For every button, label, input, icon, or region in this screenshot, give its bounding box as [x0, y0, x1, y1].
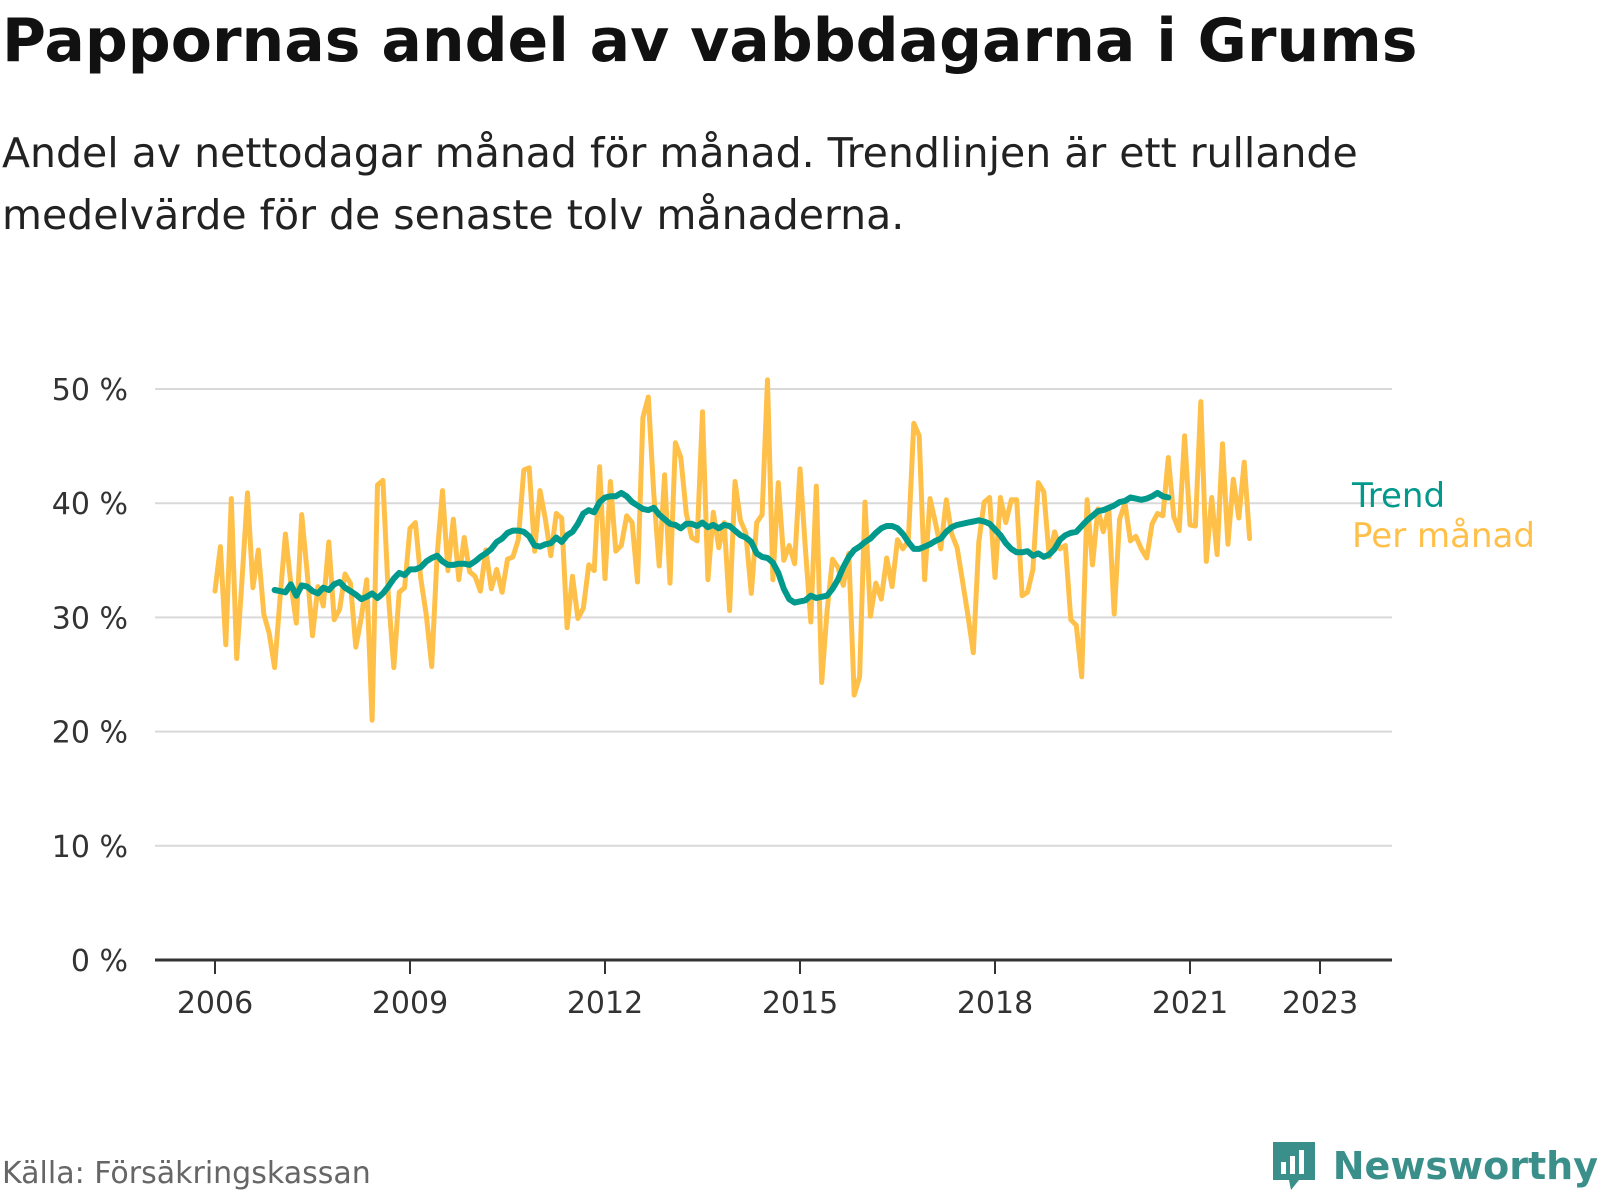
series-line-per-manad	[212, 377, 1253, 723]
legend-label-per-manad: Per månad	[1352, 516, 1535, 556]
x-tick-label: 2012	[567, 986, 643, 1021]
legend-label-trend: Trend	[1351, 476, 1445, 516]
x-tick-label: 2009	[372, 986, 448, 1021]
brand-name: Newsworthy	[1332, 1144, 1598, 1188]
series-line-trend	[271, 489, 1172, 606]
y-tick-label: 50 %	[52, 373, 128, 408]
grid-lines	[155, 388, 1392, 847]
x-tick-label: 2023	[1282, 986, 1358, 1021]
source-note: Källa: Försäkringskassan	[2, 1156, 371, 1191]
series-lines	[212, 377, 1253, 723]
y-tick-label: 0 %	[71, 944, 128, 979]
newsworthy-logo-icon	[1272, 1142, 1315, 1190]
brand-logo: Newsworthy	[1269, 1138, 1598, 1194]
y-tick-label: 20 %	[52, 716, 128, 751]
x-tick-label: 2018	[957, 986, 1033, 1021]
x-axis-ticks: 2006 2009 2012 2015 2018 2021 2023	[177, 960, 1358, 1021]
line-chart: 0 % 10 % 20 % 30 % 40 % 50 % 2006 2009 2012 2015…	[52, 373, 1535, 1021]
y-tick-label: 40 %	[52, 487, 128, 522]
chart-title: Pappornas andel av vabbdagarna i Grums	[2, 6, 1418, 76]
x-tick-label: 2006	[177, 986, 253, 1021]
y-tick-label: 10 %	[52, 830, 128, 865]
chart-subtitle: Andel av nettodagar månad för månad. Tre…	[2, 129, 1358, 239]
x-tick-label: 2021	[1152, 986, 1228, 1021]
y-tick-label: 30 %	[52, 601, 128, 636]
x-tick-label: 2015	[762, 986, 838, 1021]
y-axis-ticks: 0 % 10 % 20 % 30 % 40 % 50 %	[52, 373, 128, 979]
